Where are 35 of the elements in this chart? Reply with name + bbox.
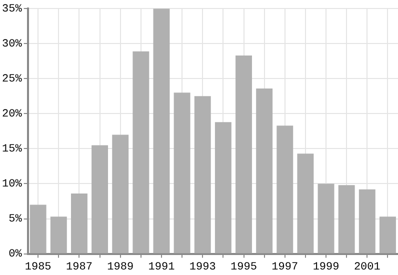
bar <box>297 154 314 254</box>
bar <box>276 126 294 254</box>
bar <box>236 56 252 254</box>
x-tick-label: 1989 <box>107 261 134 274</box>
bar <box>132 51 150 254</box>
y-tick-label: 15% <box>2 144 22 156</box>
bar <box>50 216 67 254</box>
y-tick-label: 35% <box>2 4 22 16</box>
bar <box>174 92 190 254</box>
x-tick-label: 1993 <box>189 261 216 274</box>
x-tick-label: 1995 <box>230 261 257 274</box>
bar <box>358 189 376 254</box>
y-tick-label: 30% <box>2 38 22 51</box>
bar <box>338 185 355 254</box>
bar <box>70 194 88 254</box>
x-tick-label: 1999 <box>312 261 340 274</box>
bar <box>92 145 108 254</box>
x-tick-label: 1985 <box>24 261 52 274</box>
y-tick-label: 25% <box>2 74 22 86</box>
bar <box>256 88 273 254</box>
bar <box>379 216 396 254</box>
bar <box>214 122 232 254</box>
x-tick-label: 1987 <box>66 261 92 274</box>
x-tick-label: 2001 <box>354 261 381 274</box>
bar <box>112 134 129 254</box>
bar <box>194 96 211 254</box>
x-tick-label: 1991 <box>148 261 176 274</box>
y-tick-label: 20% <box>2 108 22 121</box>
bar <box>30 204 46 254</box>
y-tick-label: 5% <box>8 214 22 226</box>
bar <box>318 184 334 254</box>
y-tick-label: 0% <box>8 248 22 261</box>
y-tick-label: 10% <box>2 178 22 191</box>
x-tick-label: 1997 <box>272 261 298 274</box>
bar <box>153 8 170 254</box>
